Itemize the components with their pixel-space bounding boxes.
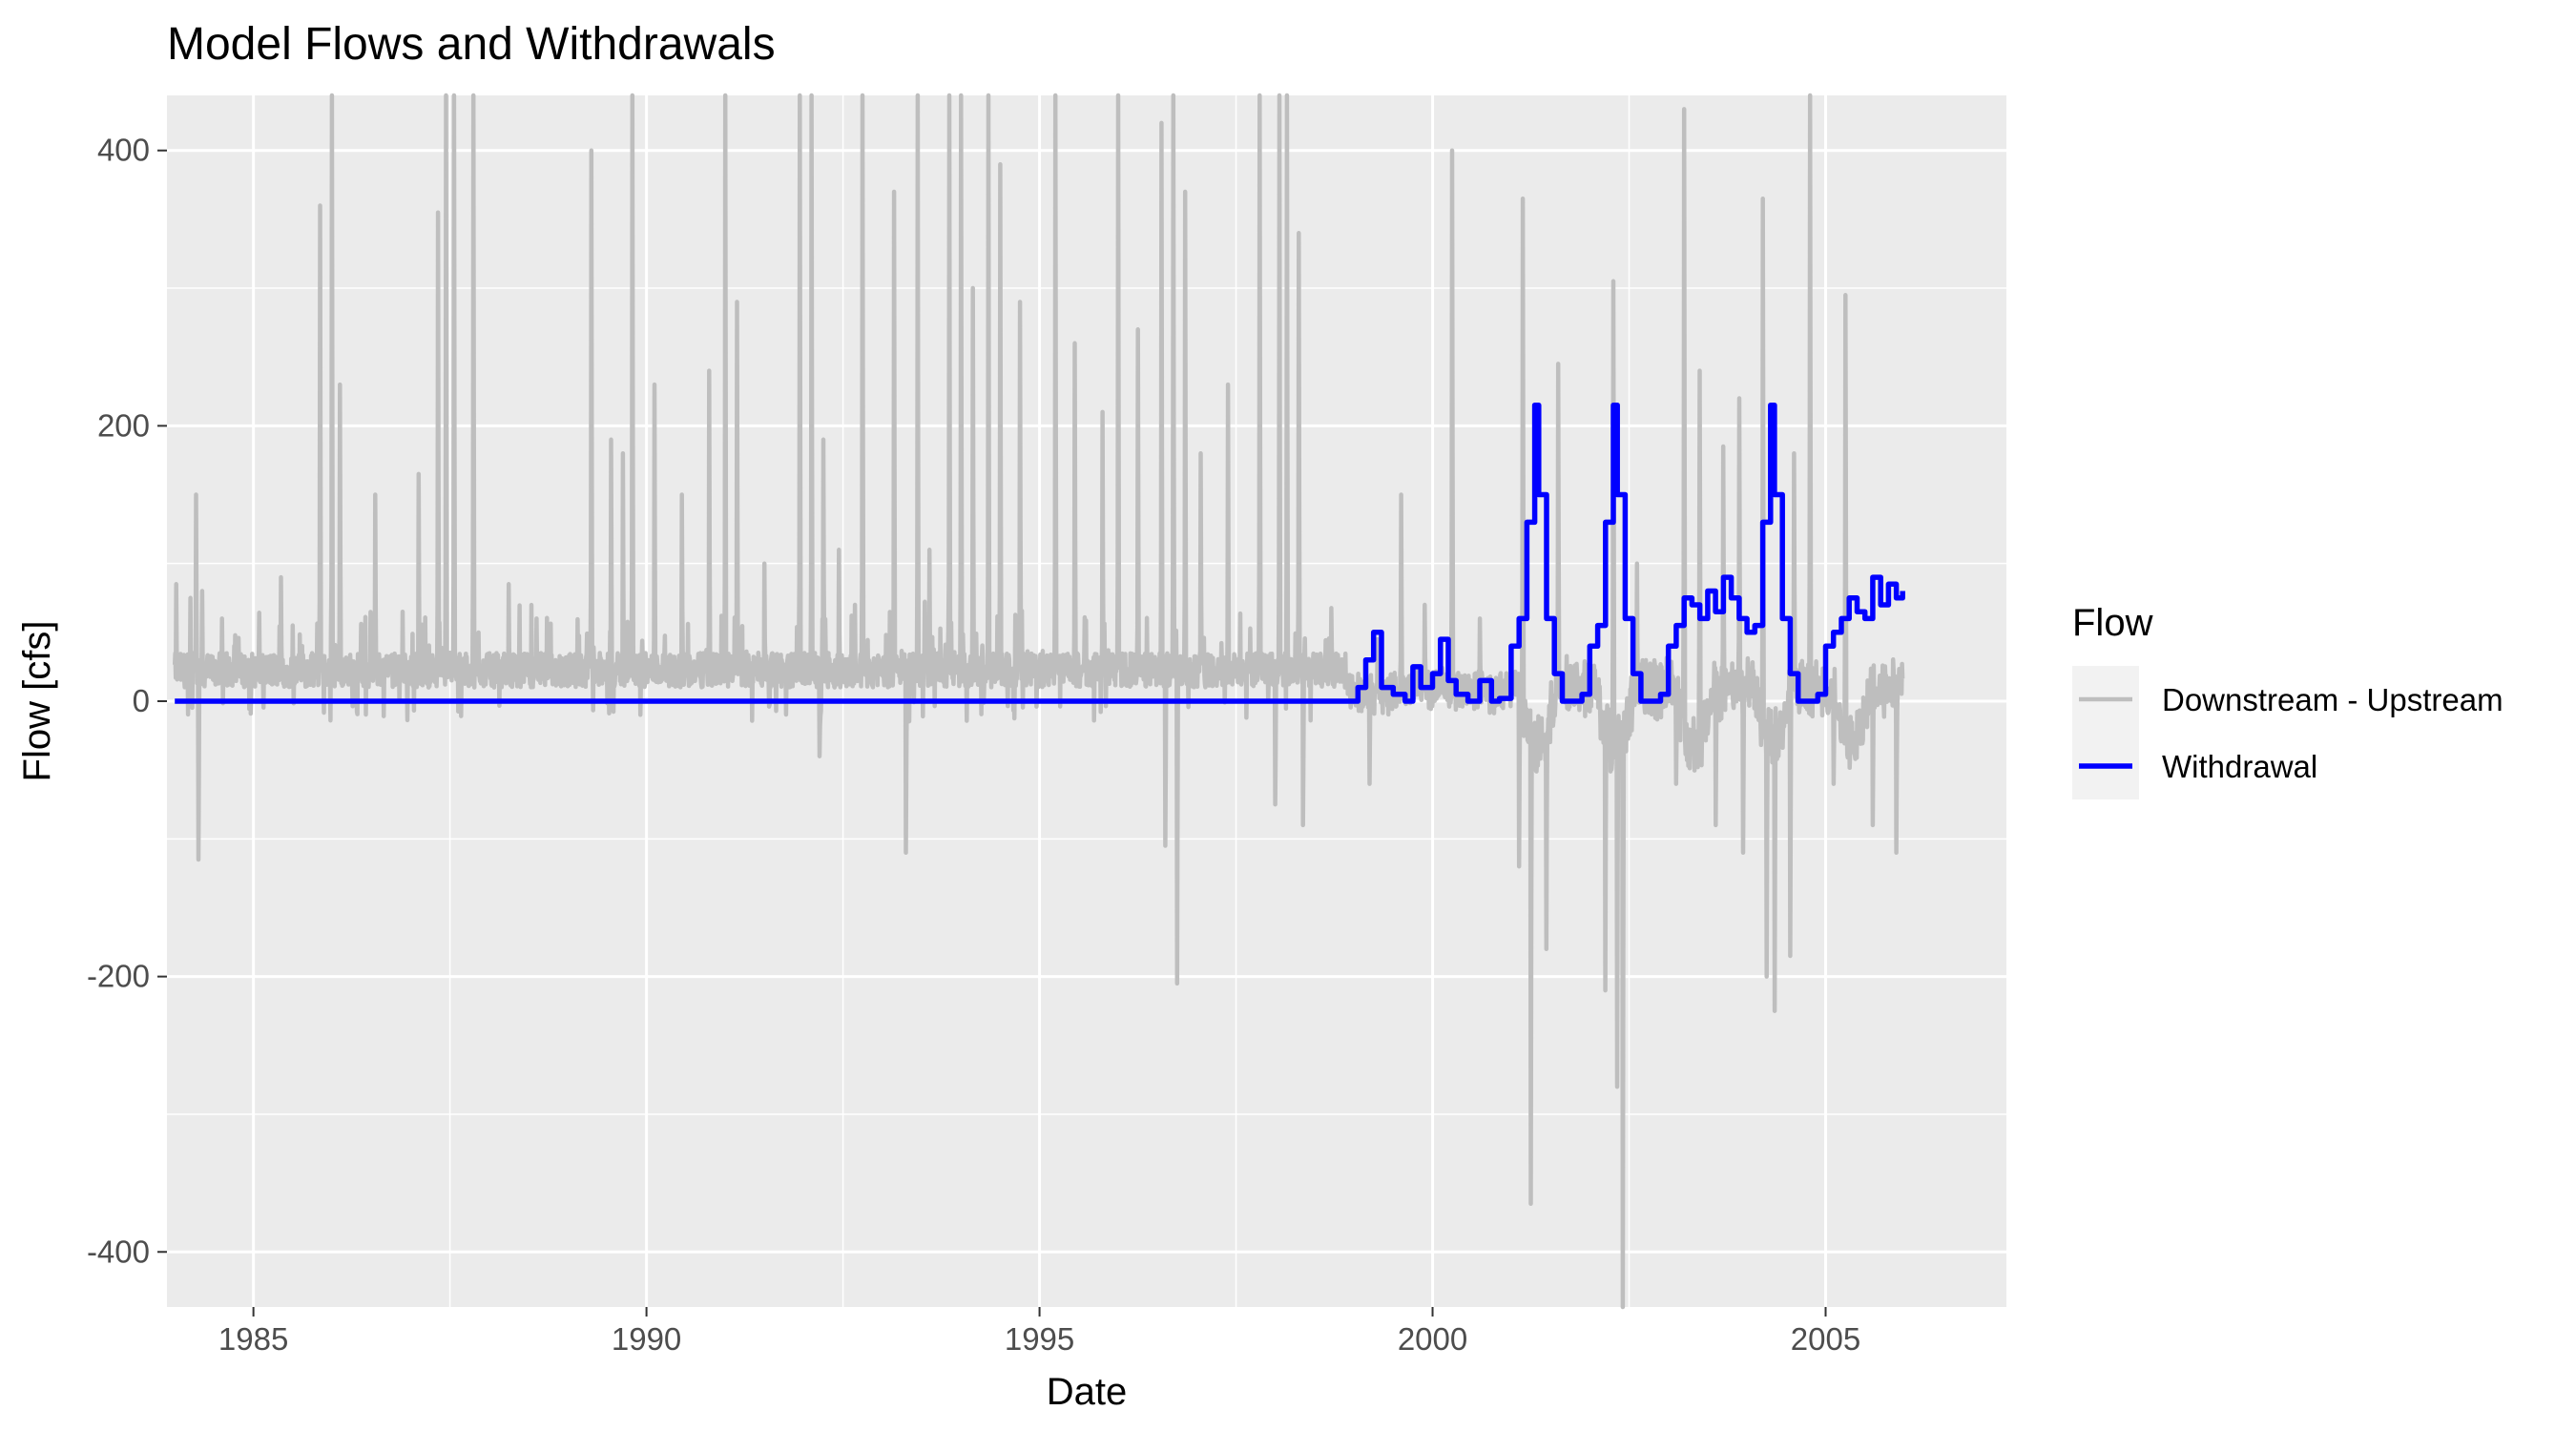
series-layer — [172, 93, 1905, 1310]
x-tick-label: 2005 — [1791, 1321, 1860, 1357]
y-tick-label: -400 — [87, 1234, 150, 1269]
y-tick-label: -200 — [87, 959, 150, 994]
x-tick-label: 1990 — [612, 1321, 681, 1357]
y-tick-label: 0 — [133, 683, 150, 718]
y-tick-label: 400 — [97, 133, 150, 168]
legend-entry-label: Withdrawal — [2162, 749, 2317, 784]
series-line-withdrawal — [175, 402, 1905, 704]
y-axis-title: Flow [cfs] — [16, 621, 58, 782]
x-tick-label: 2000 — [1398, 1321, 1467, 1357]
y-tick-label: 200 — [97, 407, 150, 443]
series-line-downstream-upstream — [172, 93, 1905, 1310]
x-axis-title: Date — [1047, 1371, 1128, 1413]
x-axis-ticks: 1985 1990 1995 2000 2005 — [218, 1307, 1860, 1357]
x-tick-label: 1995 — [1005, 1321, 1074, 1357]
legend: Flow Downstream - Upstream Withdrawal — [2072, 602, 2503, 799]
x-tick-label: 1985 — [218, 1321, 288, 1357]
legend-entries: Downstream - Upstream Withdrawal — [2072, 666, 2503, 799]
chart-title: Model Flows and Withdrawals — [167, 19, 776, 70]
legend-entry-label: Downstream - Upstream — [2162, 682, 2503, 717]
legend-title: Flow — [2072, 602, 2153, 644]
y-axis-ticks: -400 -200 0 200 400 — [87, 133, 167, 1269]
